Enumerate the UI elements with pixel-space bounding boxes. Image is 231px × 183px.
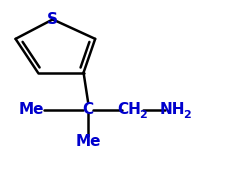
Text: 2: 2 bbox=[183, 110, 191, 119]
Text: CH: CH bbox=[117, 102, 141, 117]
Text: Me: Me bbox=[75, 135, 101, 150]
Text: 2: 2 bbox=[140, 110, 147, 119]
Text: NH: NH bbox=[160, 102, 185, 117]
Text: Me: Me bbox=[18, 102, 44, 117]
Text: C: C bbox=[82, 102, 94, 117]
Text: S: S bbox=[47, 12, 58, 27]
